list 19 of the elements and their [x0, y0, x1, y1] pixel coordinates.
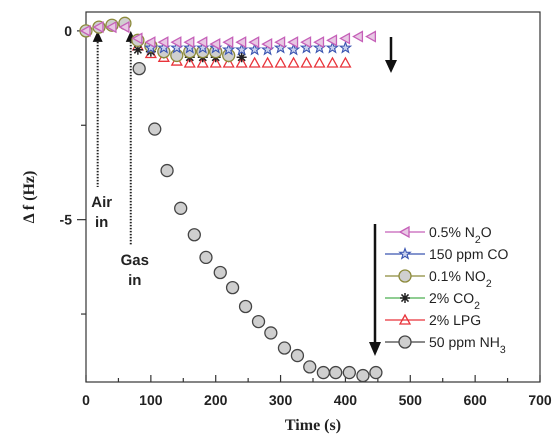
legend-label: 150 ppm CO — [429, 246, 508, 262]
annotation: Air in — [91, 194, 112, 231]
x-axis-title: Time (s) — [284, 417, 342, 434]
x-tick-label: 100 — [139, 392, 163, 408]
x-tick-label: 400 — [334, 392, 358, 408]
x-tick-label: 0 — [82, 392, 90, 408]
legend-label: 2% LPG — [429, 312, 482, 328]
legend-label: 0.5% N$_{2}$O — [429, 224, 492, 246]
legend-label: 2% CO$_{2}$ — [429, 290, 480, 312]
legend-label: 0.1% NO$_{2}$ — [429, 268, 492, 290]
y-tick-label: -5 — [60, 212, 72, 228]
x-tick-label: 700 — [528, 392, 552, 408]
y-axis-title: Δ f (Hz) — [21, 170, 38, 224]
x-tick-label: 600 — [463, 392, 488, 408]
legend-label: 50 ppm NH$_{3}$ — [429, 334, 506, 356]
x-tick-label: 500 — [398, 392, 422, 408]
x-tick-label: 300 — [268, 392, 292, 408]
x-tick-label: 200 — [204, 392, 228, 408]
annotation: Gas in — [120, 252, 149, 289]
